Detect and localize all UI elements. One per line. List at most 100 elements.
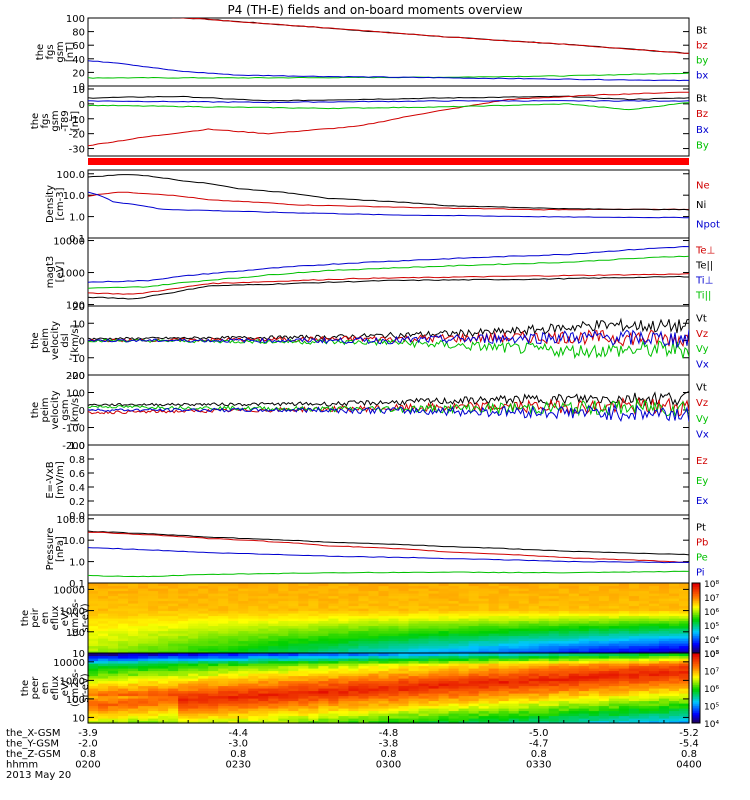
spectrogram-cell [118,650,129,654]
spectrogram-cell [278,648,289,652]
spectrogram-cell [218,650,229,654]
spectrogram-cell [138,643,149,647]
spectrogram-cell [98,665,109,669]
spectrogram-cell [538,620,550,624]
spectrogram-cell [308,670,319,674]
spectrogram-cell [618,610,630,614]
spectrogram-cell [428,598,440,602]
spectrogram-cell [588,583,600,587]
y-axis-label: [km/s] [70,324,81,356]
spectrogram-cell [638,603,650,607]
spectrogram-cell [218,663,229,667]
spectrogram-cell [588,710,600,714]
spectrogram-cell [148,613,159,617]
spectrogram-cell [218,635,229,639]
spectrogram-cell [308,648,319,652]
spectrogram-cell [608,643,620,647]
spectrogram-cell [218,610,229,614]
spectrogram-cell [638,703,650,707]
spectrogram-cell [318,610,329,614]
spectrogram-cell [108,648,119,652]
spectrogram-cell [568,685,580,689]
spectrogram-cell [128,720,139,724]
spectrogram-cell [498,593,510,597]
spectrogram-cell [388,648,400,652]
spectrogram-cell [398,633,410,637]
spectrogram-cell [308,588,319,592]
spectrogram-cell [448,628,460,632]
spectrogram-cell [488,618,500,622]
spectrogram-cell [438,703,450,707]
spectrogram-cell [658,690,670,694]
spectrogram-cell [518,583,530,587]
spectrogram-cell [668,648,680,652]
spectrogram-cell [288,715,299,719]
spectrogram-cell [648,720,660,724]
spectrogram-cell [458,618,470,622]
spectrogram-cell [188,583,199,587]
legend-entry: Ne [696,181,710,192]
spectrogram-cell [498,698,510,702]
spectrogram-cell [438,648,450,652]
spectrogram-cell [238,643,249,647]
spectrogram-cell [358,618,370,622]
spectrogram-cell [668,595,680,599]
spectrogram-cell [478,648,490,652]
spectrogram-cell [448,720,460,724]
spectrogram-cell [368,610,380,614]
spectrogram-cell [308,593,319,597]
spectrogram-cell [318,670,329,674]
spectrogram-cell [398,650,410,654]
spectrogram-cell [168,695,179,699]
spectrogram-cell [328,695,340,699]
spectrogram-cell [598,708,610,712]
spectrogram-cell [338,670,350,674]
y-tick-label: 0.8 [69,455,85,466]
spectrogram-cell [588,610,600,614]
spectrogram-cell [578,670,590,674]
series-line-Vy [88,338,689,360]
spectrogram-cell [328,630,340,634]
spectrogram-cell [298,613,309,617]
spectrogram-cell [458,620,470,624]
spectrogram-cell [438,600,450,604]
spectrogram-cell [278,705,289,709]
spectrogram-cell [408,715,420,719]
spectrogram-cell [168,660,179,664]
spectrogram-cell [278,665,289,669]
spectrogram-cell [298,610,309,614]
spectrogram-cell [398,590,410,594]
spectrogram-cell [218,720,229,724]
spectrogram-cell [438,620,450,624]
spectrogram-cell [98,593,109,597]
spectrogram-cell [218,620,229,624]
spectrogram-cell [538,628,550,632]
spectrogram-cell [438,588,450,592]
spectrogram-cell [228,603,239,607]
spectrogram-cell [178,615,189,619]
spectrogram-cell [238,698,249,702]
spectrogram-cell [368,615,380,619]
spectrogram-cell [138,590,149,594]
spectrogram-cell [528,618,540,622]
spectrogram-cell [408,680,420,684]
spectrogram-cell [248,610,259,614]
spectrogram-cell [678,650,690,654]
spectrogram-cell [138,663,149,667]
spectrogram-cell [268,705,279,709]
spectrogram-cell [618,623,630,627]
spectrogram-cell [248,648,259,652]
spectrogram-cell [458,610,470,614]
spectrogram-cell [188,638,199,642]
spectrogram-cell [88,670,99,674]
spectrogram-cell [578,583,590,587]
spectrogram-cell [468,600,480,604]
spectrogram-cell [428,583,440,587]
spectrogram-cell [618,585,630,589]
spectrogram-cell [418,710,430,714]
spectrogram-cell [228,713,239,717]
spectrogram-cell [578,590,590,594]
spectrogram-cell [298,608,309,612]
spectrogram-cell [578,660,590,664]
spectrogram-cell [138,640,149,644]
